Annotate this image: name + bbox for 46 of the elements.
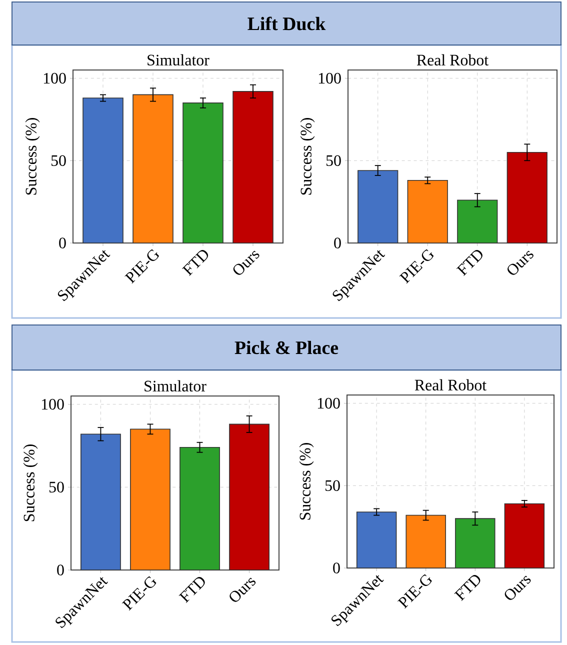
x-tick-label: FTD [182, 250, 208, 276]
chart-title: Real Robot [414, 379, 486, 390]
y-axis-title: Success (%) [23, 444, 38, 522]
y-tick-label: 100 [318, 72, 341, 84]
bar [407, 180, 448, 244]
y-tick-label: 50 [51, 155, 66, 166]
bar [504, 503, 545, 568]
y-tick-label: 0 [334, 238, 341, 248]
x-tick-label: Ours [504, 576, 531, 600]
bar [455, 518, 496, 568]
bar [80, 434, 121, 570]
y-axis-title: Success (%) [300, 118, 315, 195]
bar [506, 152, 548, 244]
text: Lift Duck [248, 16, 326, 30]
x-tick-label: FTD [454, 575, 480, 601]
bar [406, 514, 446, 568]
y-axis-title: Success (%) [25, 118, 40, 195]
y-tick-label: 0 [333, 562, 340, 574]
bar [132, 94, 174, 244]
y-tick-label: 100 [42, 398, 64, 410]
bar [229, 424, 270, 570]
bar [457, 200, 498, 244]
x-tick-label: FTD [456, 250, 482, 276]
bar [82, 98, 124, 244]
x-tick-label: Ours [508, 250, 534, 275]
x-tick-label: FTD [178, 577, 205, 603]
x-tick-label: Ours [233, 250, 260, 275]
x-tick-label: Ours [230, 578, 256, 602]
y-tick-label: 50 [326, 155, 341, 166]
y-tick-label: 0 [59, 238, 66, 248]
chart-title: Simulator [144, 380, 206, 392]
y-tick-label: 50 [49, 482, 64, 493]
y-tick-label: 50 [325, 480, 340, 491]
y-axis-title: Success (%) [299, 443, 314, 520]
bar [182, 102, 224, 244]
chart-title: Real Robot [416, 54, 488, 66]
y-tick-label: 100 [44, 72, 66, 84]
chart-title: Simulator [148, 54, 210, 66]
text: Pick & Place [234, 340, 338, 354]
bar [356, 512, 397, 568]
bar [232, 91, 274, 244]
y-tick-label: 100 [318, 398, 340, 409]
bar [130, 428, 170, 570]
bar [358, 170, 398, 244]
y-tick-label: 0 [57, 564, 64, 576]
bar [180, 446, 220, 570]
